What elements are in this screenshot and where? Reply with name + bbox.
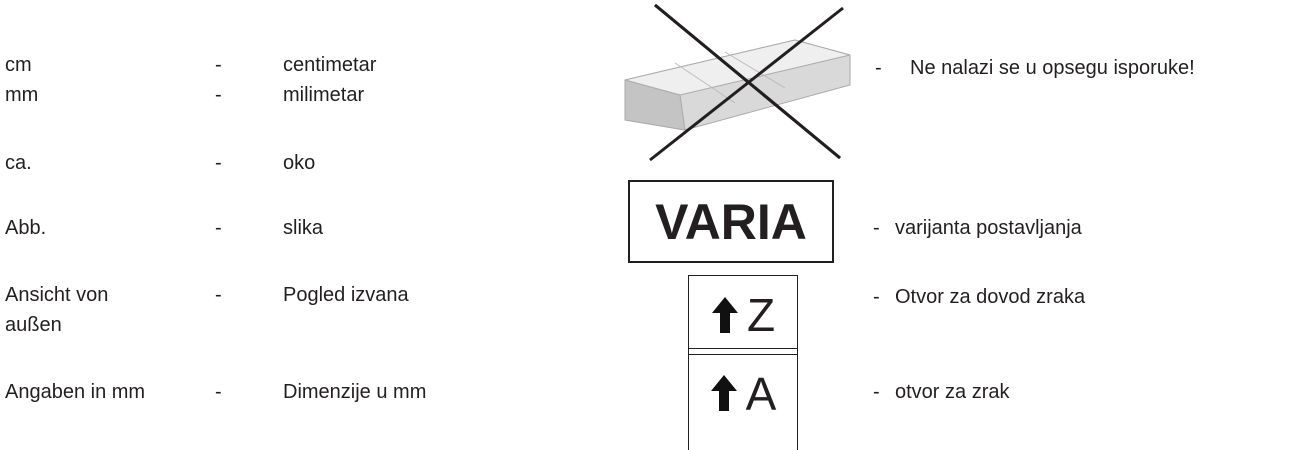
term: Abb. — [5, 217, 47, 239]
description: Otvor za dovod zraka — [895, 286, 1086, 308]
symbol-label: A — [745, 368, 777, 420]
dash: - — [873, 286, 880, 308]
symbol-box: A — [688, 348, 798, 450]
term: Ansicht von außen — [5, 284, 109, 336]
description: otvor za zrak — [895, 381, 1010, 403]
meaning: centimetar — [283, 54, 377, 76]
arrow-icon — [710, 375, 737, 411]
description: varijanta postavljanja — [895, 217, 1082, 239]
meaning: slika — [283, 217, 324, 239]
symbol-box: VARIA — [628, 180, 834, 263]
term: ca. — [5, 152, 32, 174]
dash: - — [873, 381, 880, 403]
dash: - — [215, 84, 222, 106]
meaning: oko — [283, 152, 316, 174]
description: Ne nalazi se u opsegu isporuke! — [910, 57, 1195, 79]
dash: - — [215, 54, 222, 76]
meaning: Pogled izvana — [283, 284, 409, 306]
symbol-label: Z — [746, 289, 776, 341]
not-included-illustration — [624, 3, 851, 162]
dash: - — [873, 217, 880, 239]
meaning: milimetar — [283, 84, 365, 106]
dash: - — [215, 284, 222, 306]
dash: - — [215, 217, 222, 239]
symbol-label: VARIA — [655, 193, 807, 250]
dash: - — [215, 381, 222, 403]
term: Angaben in mm — [5, 381, 146, 403]
term: cm — [5, 54, 32, 76]
term: mm — [5, 84, 39, 106]
meaning: Dimenzije u mm — [283, 381, 427, 403]
symbol-box: Z — [688, 275, 798, 355]
dash: - — [215, 152, 222, 174]
dash: - — [875, 57, 882, 79]
arrow-icon — [711, 297, 738, 333]
